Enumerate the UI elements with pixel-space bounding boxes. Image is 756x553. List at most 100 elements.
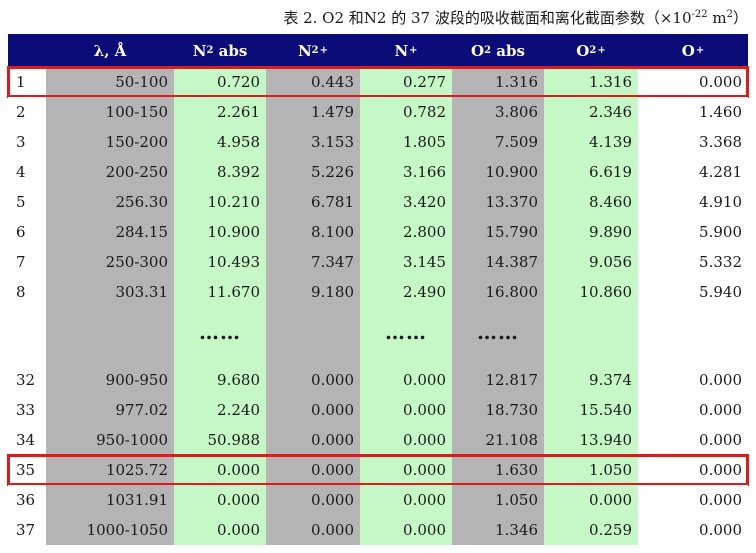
o2-plus-cell: 15.540 [544, 395, 638, 425]
header-o-plus: O + [681, 41, 705, 60]
row-index: 6 [8, 217, 46, 247]
row-index: 33 [8, 395, 46, 425]
o2-plus-cell: 2.346 [544, 97, 638, 127]
n-plus-cell: 0.000 [360, 425, 452, 455]
ellipsis-mark: …… [174, 307, 266, 365]
table-row: 2 100-150 2.261 1.479 0.782 3.806 2.346 1.460 [8, 97, 748, 127]
n2-plus-cell: 0.000 [266, 425, 360, 455]
o2-abs-cell: 1.630 [452, 455, 544, 485]
n-plus-cell: 2.800 [360, 217, 452, 247]
table-row: 7 250-300 10.493 7.347 3.145 14.387 9.056 5.332 [8, 247, 748, 277]
row-index: 2 [8, 97, 46, 127]
o2-plus-cell: 0.000 [544, 485, 638, 515]
table-caption: 表 2. O2 和N2 的 37 波段的吸收截面和离化截面参数（×10-22 m… [283, 9, 748, 27]
n-plus-cell: 0.000 [360, 485, 452, 515]
table-row: 33 977.02 2.240 0.000 0.000 18.730 15.540 0.000 [8, 395, 748, 425]
table-row: 34 950-1000 50.988 0.000 0.000 21.108 13.940 0.… [8, 425, 748, 455]
o2-plus-cell: 13.940 [544, 425, 638, 455]
row-index: 4 [8, 157, 46, 187]
table-row: 8 303.31 11.670 9.180 2.490 16.800 10.860 5.940 [8, 277, 748, 307]
row-index: 3 [8, 127, 46, 157]
row-index: 34 [8, 425, 46, 455]
o2-abs-cell: 14.387 [452, 247, 544, 277]
n2-plus-cell: 0.000 [266, 455, 360, 485]
n2-plus-cell: 5.226 [266, 157, 360, 187]
o2-abs-cell: 13.370 [452, 187, 544, 217]
wavelength-cell: 303.31 [46, 277, 174, 307]
o-plus-cell: 0.000 [638, 395, 748, 425]
o2-plus-cell: 4.139 [544, 127, 638, 157]
ellipsis-mark: …… [360, 307, 452, 365]
header-n2-plus: N 2 + [297, 41, 329, 60]
n2-abs-cell: 4.958 [174, 127, 266, 157]
header-o2-plus: O 2 + [576, 41, 606, 60]
n2-abs-cell: 10.493 [174, 247, 266, 277]
wavelength-cell: 1025.72 [46, 455, 174, 485]
n2-plus-cell: 0.000 [266, 365, 360, 395]
table-row: 32 900-950 9.680 0.000 0.000 12.817 9.374 0.000 [8, 365, 748, 395]
table-row: 37 1000-1050 0.000 0.000 0.000 1.346 0.259 0.00… [8, 515, 748, 545]
o2-abs-cell: 1.346 [452, 515, 544, 545]
table-row: 4 200-250 8.392 5.226 3.166 10.900 6.619 4.281 [8, 157, 748, 187]
o2-abs-cell: 1.050 [452, 485, 544, 515]
n2-plus-cell: 3.153 [266, 127, 360, 157]
n2-plus-cell: 0.000 [266, 395, 360, 425]
n2-abs-cell: 11.670 [174, 277, 266, 307]
o-plus-cell: 5.940 [638, 277, 748, 307]
o-plus-cell: 0.000 [638, 365, 748, 395]
o2-abs-cell: 15.790 [452, 217, 544, 247]
o2-abs-cell: 21.108 [452, 425, 544, 455]
n-plus-cell: 0.000 [360, 455, 452, 485]
row-index: 5 [8, 187, 46, 217]
o-plus-cell: 4.910 [638, 187, 748, 217]
n-plus-cell: 0.000 [360, 515, 452, 545]
table-row: 35 1025.72 0.000 0.000 0.000 1.630 1.050 0.000 [7, 454, 749, 486]
n-plus-cell: 1.805 [360, 127, 452, 157]
ellipsis-mark: …… [452, 307, 544, 365]
n2-plus-cell: 0.000 [266, 485, 360, 515]
table-row: 1 50-100 0.720 0.443 0.277 1.316 1.316 0.000 [7, 66, 749, 98]
ellipsis-row: …… …… …… [8, 307, 748, 365]
o-plus-cell: 5.900 [638, 217, 748, 247]
o-plus-cell: 0.000 [638, 67, 748, 97]
wavelength-cell: 100-150 [46, 97, 174, 127]
wavelength-cell: 50-100 [46, 67, 174, 97]
n-plus-cell: 3.145 [360, 247, 452, 277]
o2-plus-cell: 9.056 [544, 247, 638, 277]
n-plus-cell: 0.000 [360, 365, 452, 395]
n-plus-cell: 3.420 [360, 187, 452, 217]
header-wavelength: λ, Å [93, 41, 127, 60]
o-plus-cell: 0.000 [638, 515, 748, 545]
wavelength-cell: 250-300 [46, 247, 174, 277]
o-plus-cell: 3.368 [638, 127, 748, 157]
n2-abs-cell: 50.988 [174, 425, 266, 455]
wavelength-cell: 150-200 [46, 127, 174, 157]
o2-abs-cell: 12.817 [452, 365, 544, 395]
wavelength-cell: 200-250 [46, 157, 174, 187]
n2-plus-cell: 8.100 [266, 217, 360, 247]
n-plus-cell: 0.000 [360, 395, 452, 425]
n2-abs-cell: 0.000 [174, 455, 266, 485]
o-plus-cell: 0.000 [638, 485, 748, 515]
n2-abs-cell: 0.000 [174, 515, 266, 545]
table-row: 5 256.30 10.210 6.781 3.420 13.370 8.460 4.910 [8, 187, 748, 217]
wavelength-cell: 900-950 [46, 365, 174, 395]
n-plus-cell: 3.166 [360, 157, 452, 187]
o2-plus-cell: 9.890 [544, 217, 638, 247]
o2-plus-cell: 10.860 [544, 277, 638, 307]
o-plus-cell: 5.332 [638, 247, 748, 277]
row-index: 8 [8, 277, 46, 307]
o2-abs-cell: 1.316 [452, 67, 544, 97]
wavelength-cell: 1031.91 [46, 485, 174, 515]
o2-plus-cell: 1.050 [544, 455, 638, 485]
wavelength-cell: 256.30 [46, 187, 174, 217]
row-index: 37 [8, 515, 46, 545]
n2-abs-cell: 8.392 [174, 157, 266, 187]
wavelength-cell: 1000-1050 [46, 515, 174, 545]
n2-plus-cell: 6.781 [266, 187, 360, 217]
o2-plus-cell: 1.316 [544, 67, 638, 97]
o2-abs-cell: 7.509 [452, 127, 544, 157]
o2-abs-cell: 3.806 [452, 97, 544, 127]
